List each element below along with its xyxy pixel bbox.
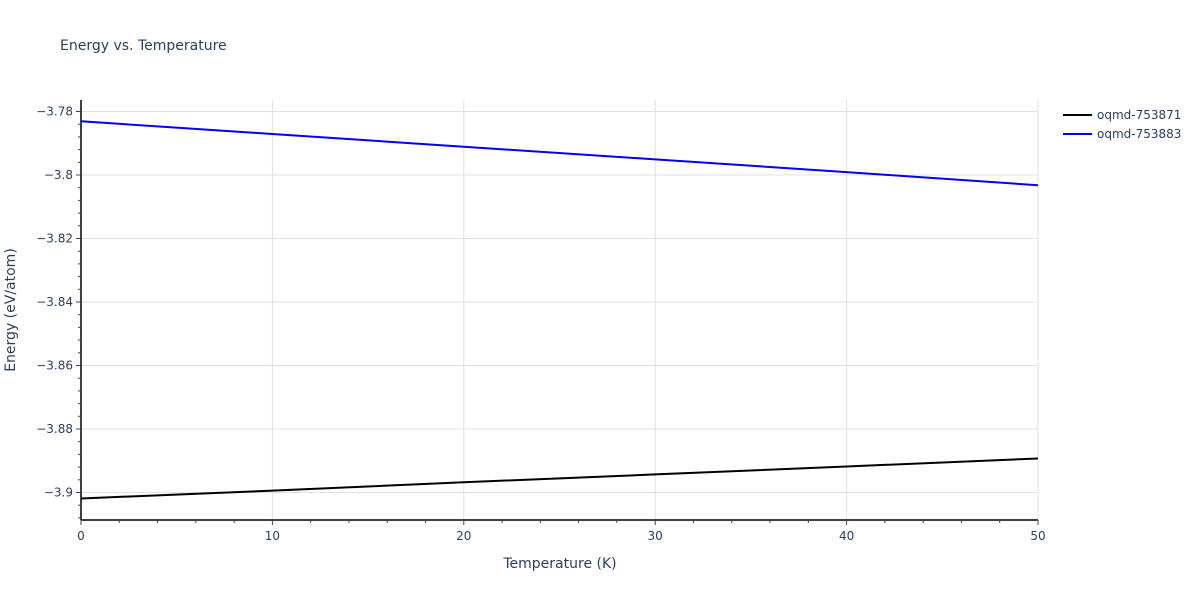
series-line-oqmd-753883[interactable] (80, 120, 1039, 187)
legend-item-oqmd-753883[interactable]: oqmd-753883 (1063, 127, 1181, 141)
legend-label: oqmd-753871 (1097, 108, 1181, 122)
y-tick-label: −3.84 (36, 295, 73, 309)
legend-item-oqmd-753871[interactable]: oqmd-753871 (1063, 108, 1181, 122)
chart-title: Energy vs. Temperature (60, 38, 227, 54)
x-tick-label: 40 (839, 529, 854, 543)
axes: −3.78 −3.8 −3.82 −3.84 −3.86 −3.88 −3.9 0 10 20 30… (36, 100, 1046, 543)
series-line-oqmd-753871[interactable] (80, 457, 1039, 500)
legend-label: oqmd-753883 (1097, 127, 1181, 141)
x-tick-label: 0 (77, 529, 85, 543)
y-tick-label: −3.86 (36, 359, 73, 373)
x-tick-label: 10 (265, 529, 280, 543)
y-axis-title: Energy (eV/atom) (3, 248, 19, 372)
x-axis-title: Temperature (K) (502, 556, 616, 572)
x-tick-label: 20 (456, 529, 471, 543)
y-tick-label: −3.82 (36, 232, 73, 246)
x-tick-label: 50 (1030, 529, 1045, 543)
y-tick-label: −3.8 (44, 168, 73, 182)
plot-area[interactable] (80, 120, 1039, 500)
x-tick-label: 30 (648, 529, 663, 543)
y-tick-label: −3.88 (36, 422, 73, 436)
grid (81, 100, 1039, 520)
y-tick-label: −3.78 (36, 105, 73, 119)
y-tick-label: −3.9 (44, 486, 73, 500)
legend[interactable]: oqmd-753871 oqmd-753883 (1063, 108, 1181, 141)
